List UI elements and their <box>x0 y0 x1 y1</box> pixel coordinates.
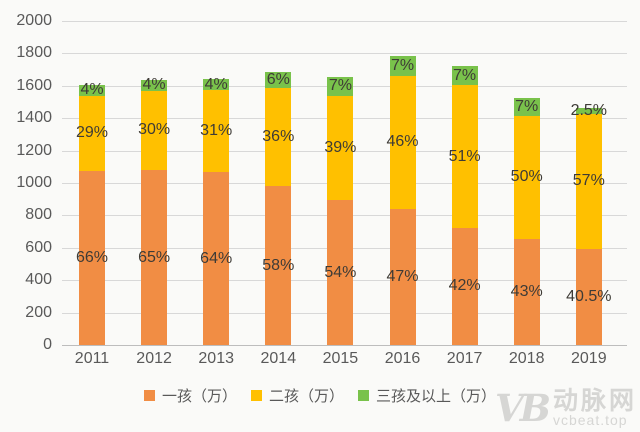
bar-percent-label: 47% <box>386 268 419 285</box>
bar-percent-label: 66% <box>75 249 109 266</box>
bar-segment <box>327 76 354 96</box>
bar-segment <box>203 89 230 173</box>
bar-segment <box>389 55 416 76</box>
x-axis-tick-label: 2015 <box>322 350 359 367</box>
legend-item-label: 三孩及以上（万） <box>376 388 497 405</box>
x-axis-tick-label: 2016 <box>384 350 421 367</box>
bar-percent-label: 7% <box>453 67 477 84</box>
bar-percent-label: 50% <box>510 168 543 185</box>
legend-swatch-icon <box>250 390 262 401</box>
watermark: VB 动脉网 vcbeat.top <box>495 388 637 428</box>
gridline <box>62 53 627 54</box>
bar-percent-label: 51% <box>448 148 481 165</box>
x-axis-line <box>62 345 627 346</box>
bar-segment <box>79 170 105 345</box>
bar-percent-label: 54% <box>324 264 357 281</box>
bar-percent-label: 57% <box>572 172 605 189</box>
bar-segment <box>513 115 540 239</box>
chart-legend: 一孩（万） 二孩（万） 三孩及以上（万） <box>0 385 640 406</box>
bar-percent-label: 7% <box>328 77 352 94</box>
y-axis-tick-label: 1200 <box>16 142 52 159</box>
bar-percent-label: 65% <box>138 249 171 266</box>
bar-percent-label: 7% <box>390 57 415 74</box>
bar-percent-label: 29% <box>75 124 109 141</box>
bar-segment <box>513 98 540 116</box>
bar-percent-label: 39% <box>324 139 357 156</box>
y-axis-tick-label: 1000 <box>16 174 52 191</box>
bar-segment <box>451 65 478 86</box>
legend-item: 三孩及以上（万） <box>358 385 496 406</box>
bar-percent-label: 46% <box>386 133 419 150</box>
bar-percent-label: 58% <box>262 257 295 274</box>
x-axis-tick-label: 2019 <box>571 350 607 367</box>
bar-segment <box>575 107 602 114</box>
legend-item: 二孩（万） <box>250 385 344 406</box>
y-axis-tick-label: 1400 <box>16 109 52 126</box>
bar-segment <box>575 248 602 345</box>
y-axis-tick-label: 400 <box>25 271 52 288</box>
bar-percent-label: 43% <box>510 283 543 300</box>
watermark-brand: 动脉网 <box>552 386 637 415</box>
bar-segment <box>141 90 168 171</box>
y-axis-tick-label: 600 <box>25 239 52 256</box>
bar-segment <box>79 95 105 171</box>
legend-item: 一孩（万） <box>143 385 237 406</box>
bar-segment <box>203 172 230 345</box>
bar-percent-label: 4% <box>204 76 228 93</box>
bar-segment <box>513 238 540 345</box>
bar-segment <box>327 200 354 345</box>
x-axis-tick-label: 2017 <box>446 350 483 367</box>
bar-percent-label: 36% <box>262 128 295 145</box>
bar-percent-label: 4% <box>80 81 104 98</box>
bar-percent-label: 7% <box>515 98 539 115</box>
watermark-site: vcbeat.top <box>552 411 628 428</box>
x-axis-tick-label: 2018 <box>508 350 545 367</box>
bar-segment <box>327 95 354 201</box>
x-axis-tick-label: 2013 <box>198 350 234 367</box>
y-axis-tick-label: 1800 <box>16 44 52 61</box>
y-axis-tick-label: 0 <box>43 336 52 353</box>
bar-percent-label: 4% <box>142 76 166 93</box>
bar-segment <box>265 88 292 187</box>
legend-item-label: 一孩（万） <box>161 388 237 405</box>
bar-segment <box>265 186 292 345</box>
bar-segment <box>451 227 478 345</box>
bar-percent-label: 6% <box>266 71 290 88</box>
x-axis-tick-label: 2011 <box>74 350 110 367</box>
bar-segment <box>203 79 230 90</box>
bar-segment <box>265 71 292 89</box>
bar-segment <box>389 209 416 345</box>
bar-segment <box>141 170 168 345</box>
y-axis-tick-label: 800 <box>25 206 52 223</box>
vcbeat-logo-icon: VB <box>495 386 551 430</box>
y-axis-tick-label: 2000 <box>16 12 52 29</box>
y-axis-tick-label: 1600 <box>16 77 52 94</box>
bar-percent-label: 64% <box>200 250 233 267</box>
bar-segment <box>389 75 416 209</box>
bar-segment <box>451 85 478 228</box>
bar-percent-label: 40.5% <box>566 288 612 305</box>
bar-segment <box>141 80 168 91</box>
bar-segment <box>575 113 602 249</box>
bar-percent-label: 31% <box>200 122 233 139</box>
bar-segment <box>79 85 105 96</box>
legend-swatch-icon <box>358 390 369 401</box>
bar-percent-label: 42% <box>448 277 481 294</box>
y-axis-tick-label: 200 <box>25 304 52 321</box>
gridline <box>62 21 627 22</box>
legend-item-label: 二孩（万） <box>268 388 344 405</box>
x-axis-tick-label: 2014 <box>260 350 297 367</box>
x-axis-tick-label: 2012 <box>136 350 172 367</box>
bar-percent-label: 30% <box>138 121 171 138</box>
legend-swatch-icon <box>143 390 155 401</box>
bar-percent-label: 2.5% <box>570 102 608 119</box>
